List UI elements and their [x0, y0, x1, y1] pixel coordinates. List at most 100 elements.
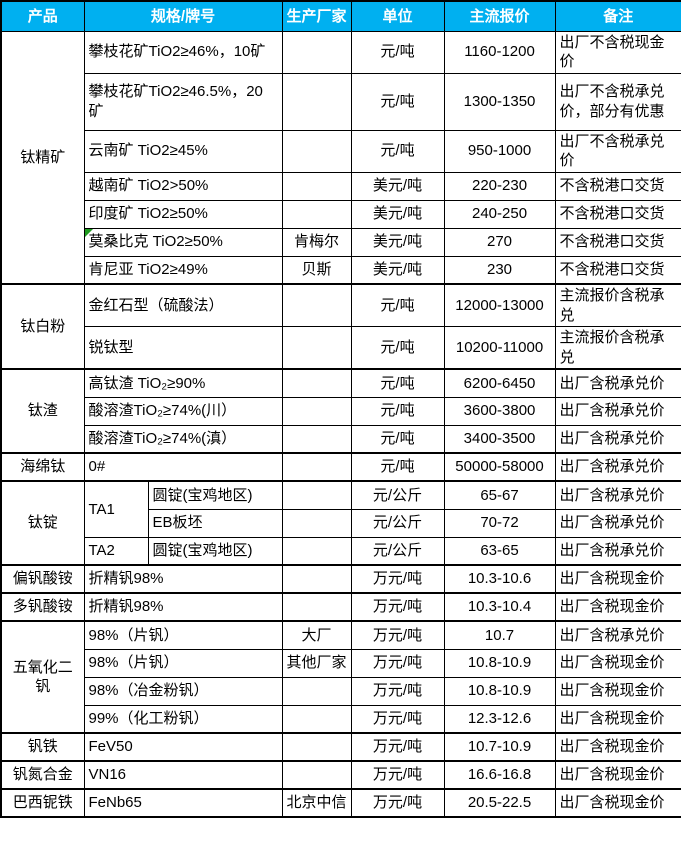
cell-unit: 美元/吨 [350, 227, 445, 257]
header-maker: 生产厂家 [281, 0, 352, 32]
group-label-ammonium-polyvanadate: 多钒酸铵 [0, 592, 85, 622]
table-row: 锐钛型 元/吨 10200-11000 主流报价含税承兑 [1, 326, 681, 370]
table-row: 钛渣 高钛渣 TiO₂≥90% 元/吨 6200-6450 出厂含税承兑价 [0, 368, 681, 454]
cell-note: 主流报价含税承兑 [554, 283, 681, 327]
cell-unit: 元/吨 [350, 72, 445, 131]
cell-note: 不含税港口交货 [554, 171, 681, 201]
cell-note: 出厂不含税承兑价，部分有优惠 [554, 72, 681, 131]
cell-spec: FeV50 [83, 732, 283, 762]
cell-price: 70-72 [443, 508, 556, 538]
cell-note: 出厂含税现金价 [554, 704, 681, 734]
cell-maker [281, 760, 352, 790]
cell-unit: 元/吨 [350, 30, 445, 74]
cell-unit: 元/吨 [350, 396, 445, 426]
cell-maker [281, 171, 352, 201]
cell-note: 出厂含税承兑价 [554, 620, 681, 650]
table-row: 偏钒酸铵 折精钒98% 万元/吨 10.3-10.6 出厂含税现金价 [0, 564, 681, 594]
cell-unit: 美元/吨 [350, 255, 445, 285]
cell-price: 63-65 [443, 536, 556, 566]
cell-note: 出厂不含税现金价 [554, 30, 681, 74]
cell-grade: TA2 [83, 536, 149, 566]
cell-note: 出厂含税承兑价 [554, 424, 681, 454]
group-label-ti-concentrate: 钛精矿 [0, 30, 85, 285]
cell-note: 出厂含税现金价 [554, 760, 681, 790]
group-label-vn-alloy: 钒氮合金 [0, 760, 85, 790]
cell-note: 出厂含税承兑价 [554, 508, 681, 538]
cell-price: 10.8-10.9 [443, 648, 556, 678]
cell-note: 出厂含税现金价 [554, 564, 681, 594]
cell-note: 出厂含税承兑价 [554, 368, 681, 398]
cell-spec: 攀枝花矿TiO2≥46%，10矿 [83, 30, 283, 74]
group-label-ti-ingot: 钛锭 [0, 480, 85, 566]
table-row: 肯尼亚 TiO2≥49% 贝斯 美元/吨 230 不含税港口交货 [1, 255, 681, 285]
cell-maker [281, 508, 352, 538]
table-row: 98%（冶金粉钒） 万元/吨 10.8-10.9 出厂含税现金价 [1, 676, 681, 706]
cell-note: 主流报价含税承兑 [554, 326, 681, 370]
cell-maker [281, 283, 352, 327]
cell-maker [281, 592, 352, 622]
table-row: 越南矿 TiO2>50% 美元/吨 220-230 不含税港口交货 [1, 171, 681, 201]
cell-maker [281, 199, 352, 229]
cell-price: 3600-3800 [443, 396, 556, 426]
table-row: 钒铁 FeV50 万元/吨 10.7-10.9 出厂含税现金价 [0, 732, 681, 762]
table-row: 98%（片钒） 其他厂家 万元/吨 10.8-10.9 出厂含税现金价 [1, 648, 681, 678]
cell-spec: 金红石型（硫酸法） [83, 283, 283, 327]
header-price: 主流报价 [443, 0, 556, 32]
cell-price: 220-230 [443, 171, 556, 201]
table-row: 钛精矿 攀枝花矿TiO2≥46%，10矿 元/吨 1160-1200 出厂不含税… [0, 30, 681, 285]
cell-unit: 元/公斤 [350, 536, 445, 566]
cell-spec: 99%（化工粉钒） [83, 704, 283, 734]
cell-price: 950-1000 [443, 129, 556, 173]
cell-unit: 元/公斤 [350, 508, 445, 538]
cell-note: 出厂不含税承兑价 [554, 129, 681, 173]
table-row: 攀枝花矿TiO2≥46.5%，20矿 元/吨 1300-1350 出厂不含税承兑… [1, 72, 681, 131]
cell-spec: 98%（冶金粉钒） [83, 676, 283, 706]
cell-note: 出厂含税现金价 [554, 676, 681, 706]
group-label-ferrovanadium: 钒铁 [0, 732, 85, 762]
cell-spec: FeNb65 [83, 788, 283, 818]
cell-price: 10.7 [443, 620, 556, 650]
cell-note: 不含税港口交货 [554, 255, 681, 285]
cell-unit: 美元/吨 [350, 171, 445, 201]
cell-maker: 贝斯 [281, 255, 352, 285]
cell-note: 出厂含税现金价 [554, 592, 681, 622]
cell-maker [281, 424, 352, 454]
cell-price: 230 [443, 255, 556, 285]
cell-note: 出厂含税承兑价 [554, 536, 681, 566]
cell-unit: 元/吨 [350, 424, 445, 454]
cell-price: 1300-1350 [443, 72, 556, 131]
cell-spec: 锐钛型 [83, 326, 283, 370]
cell-spec: 越南矿 TiO2>50% [83, 171, 283, 201]
cell-price: 3400-3500 [443, 424, 556, 454]
cell-note: 不含税港口交货 [554, 227, 681, 257]
cell-unit: 元/吨 [350, 283, 445, 327]
cell-spec: 圆锭(宝鸡地区) [147, 536, 283, 566]
cell-spec: VN16 [83, 760, 283, 790]
cell-maker [281, 564, 352, 594]
table-row: 云南矿 TiO2≥45% 元/吨 950-1000 出厂不含税承兑价 [1, 129, 681, 173]
cell-price: 50000-58000 [443, 452, 556, 482]
table-row: 酸溶渣TiO₂≥74%(滇） 元/吨 3400-3500 出厂含税承兑价 [1, 424, 681, 454]
cell-flag-icon [85, 229, 93, 237]
cell-grade: TA1 [83, 480, 149, 538]
cell-price: 10.8-10.9 [443, 676, 556, 706]
group-label-v2o5: 五氧化二钒 [0, 620, 85, 734]
table-row: 五氧化二钒 98%（片钒） 大厂 万元/吨 10.7 出厂含税承兑价 [0, 620, 681, 734]
cell-note: 不含税港口交货 [554, 199, 681, 229]
cell-maker [281, 676, 352, 706]
table-row: 钛白粉 金红石型（硫酸法） 元/吨 12000-13000 主流报价含税承兑 [0, 283, 681, 370]
cell-unit: 万元/吨 [350, 648, 445, 678]
cell-spec: 圆锭(宝鸡地区) [147, 480, 283, 510]
header-product: 产品 [0, 0, 85, 32]
cell-price: 20.5-22.5 [443, 788, 556, 818]
cell-price: 270 [443, 227, 556, 257]
cell-maker [281, 536, 352, 566]
cell-unit: 万元/吨 [350, 732, 445, 762]
table-row: 99%（化工粉钒） 万元/吨 12.3-12.6 出厂含税现金价 [1, 704, 681, 734]
cell-spec: 酸溶渣TiO₂≥74%(滇） [83, 424, 283, 454]
cell-spec: 折精钒98% [83, 592, 283, 622]
cell-maker [281, 396, 352, 426]
cell-price: 10.7-10.9 [443, 732, 556, 762]
cell-unit: 元/公斤 [350, 480, 445, 510]
group-label-sponge-ti: 海绵钛 [0, 452, 85, 482]
